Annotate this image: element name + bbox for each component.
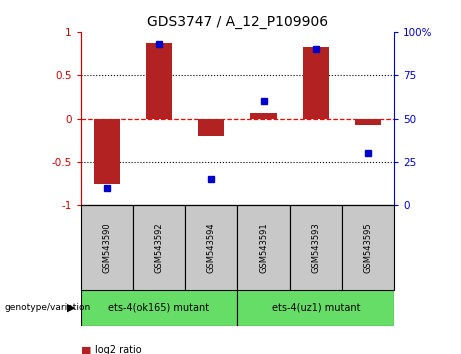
Text: ▶: ▶ <box>67 303 76 313</box>
Text: ets-4(ok165) mutant: ets-4(ok165) mutant <box>108 303 210 313</box>
Text: GSM543593: GSM543593 <box>311 222 320 273</box>
Bar <box>94 119 120 184</box>
Bar <box>355 119 381 125</box>
Text: GSM543591: GSM543591 <box>259 222 268 273</box>
Bar <box>342 205 394 290</box>
Text: ets-4(uz1) mutant: ets-4(uz1) mutant <box>272 303 360 313</box>
Bar <box>303 47 329 119</box>
Bar <box>81 205 133 290</box>
Bar <box>237 290 394 326</box>
Bar <box>250 113 277 119</box>
Bar <box>81 290 237 326</box>
Bar <box>146 43 172 119</box>
Title: GDS3747 / A_12_P109906: GDS3747 / A_12_P109906 <box>147 16 328 29</box>
Text: GSM543595: GSM543595 <box>364 222 372 273</box>
Text: GSM543592: GSM543592 <box>154 222 164 273</box>
Text: ■: ■ <box>81 346 91 354</box>
Bar <box>237 205 290 290</box>
Bar <box>198 119 225 136</box>
Text: GSM543594: GSM543594 <box>207 222 216 273</box>
Bar <box>133 205 185 290</box>
Text: genotype/variation: genotype/variation <box>5 303 91 313</box>
Bar <box>290 205 342 290</box>
Text: GSM543590: GSM543590 <box>102 222 111 273</box>
Bar <box>185 205 237 290</box>
Text: log2 ratio: log2 ratio <box>95 346 141 354</box>
